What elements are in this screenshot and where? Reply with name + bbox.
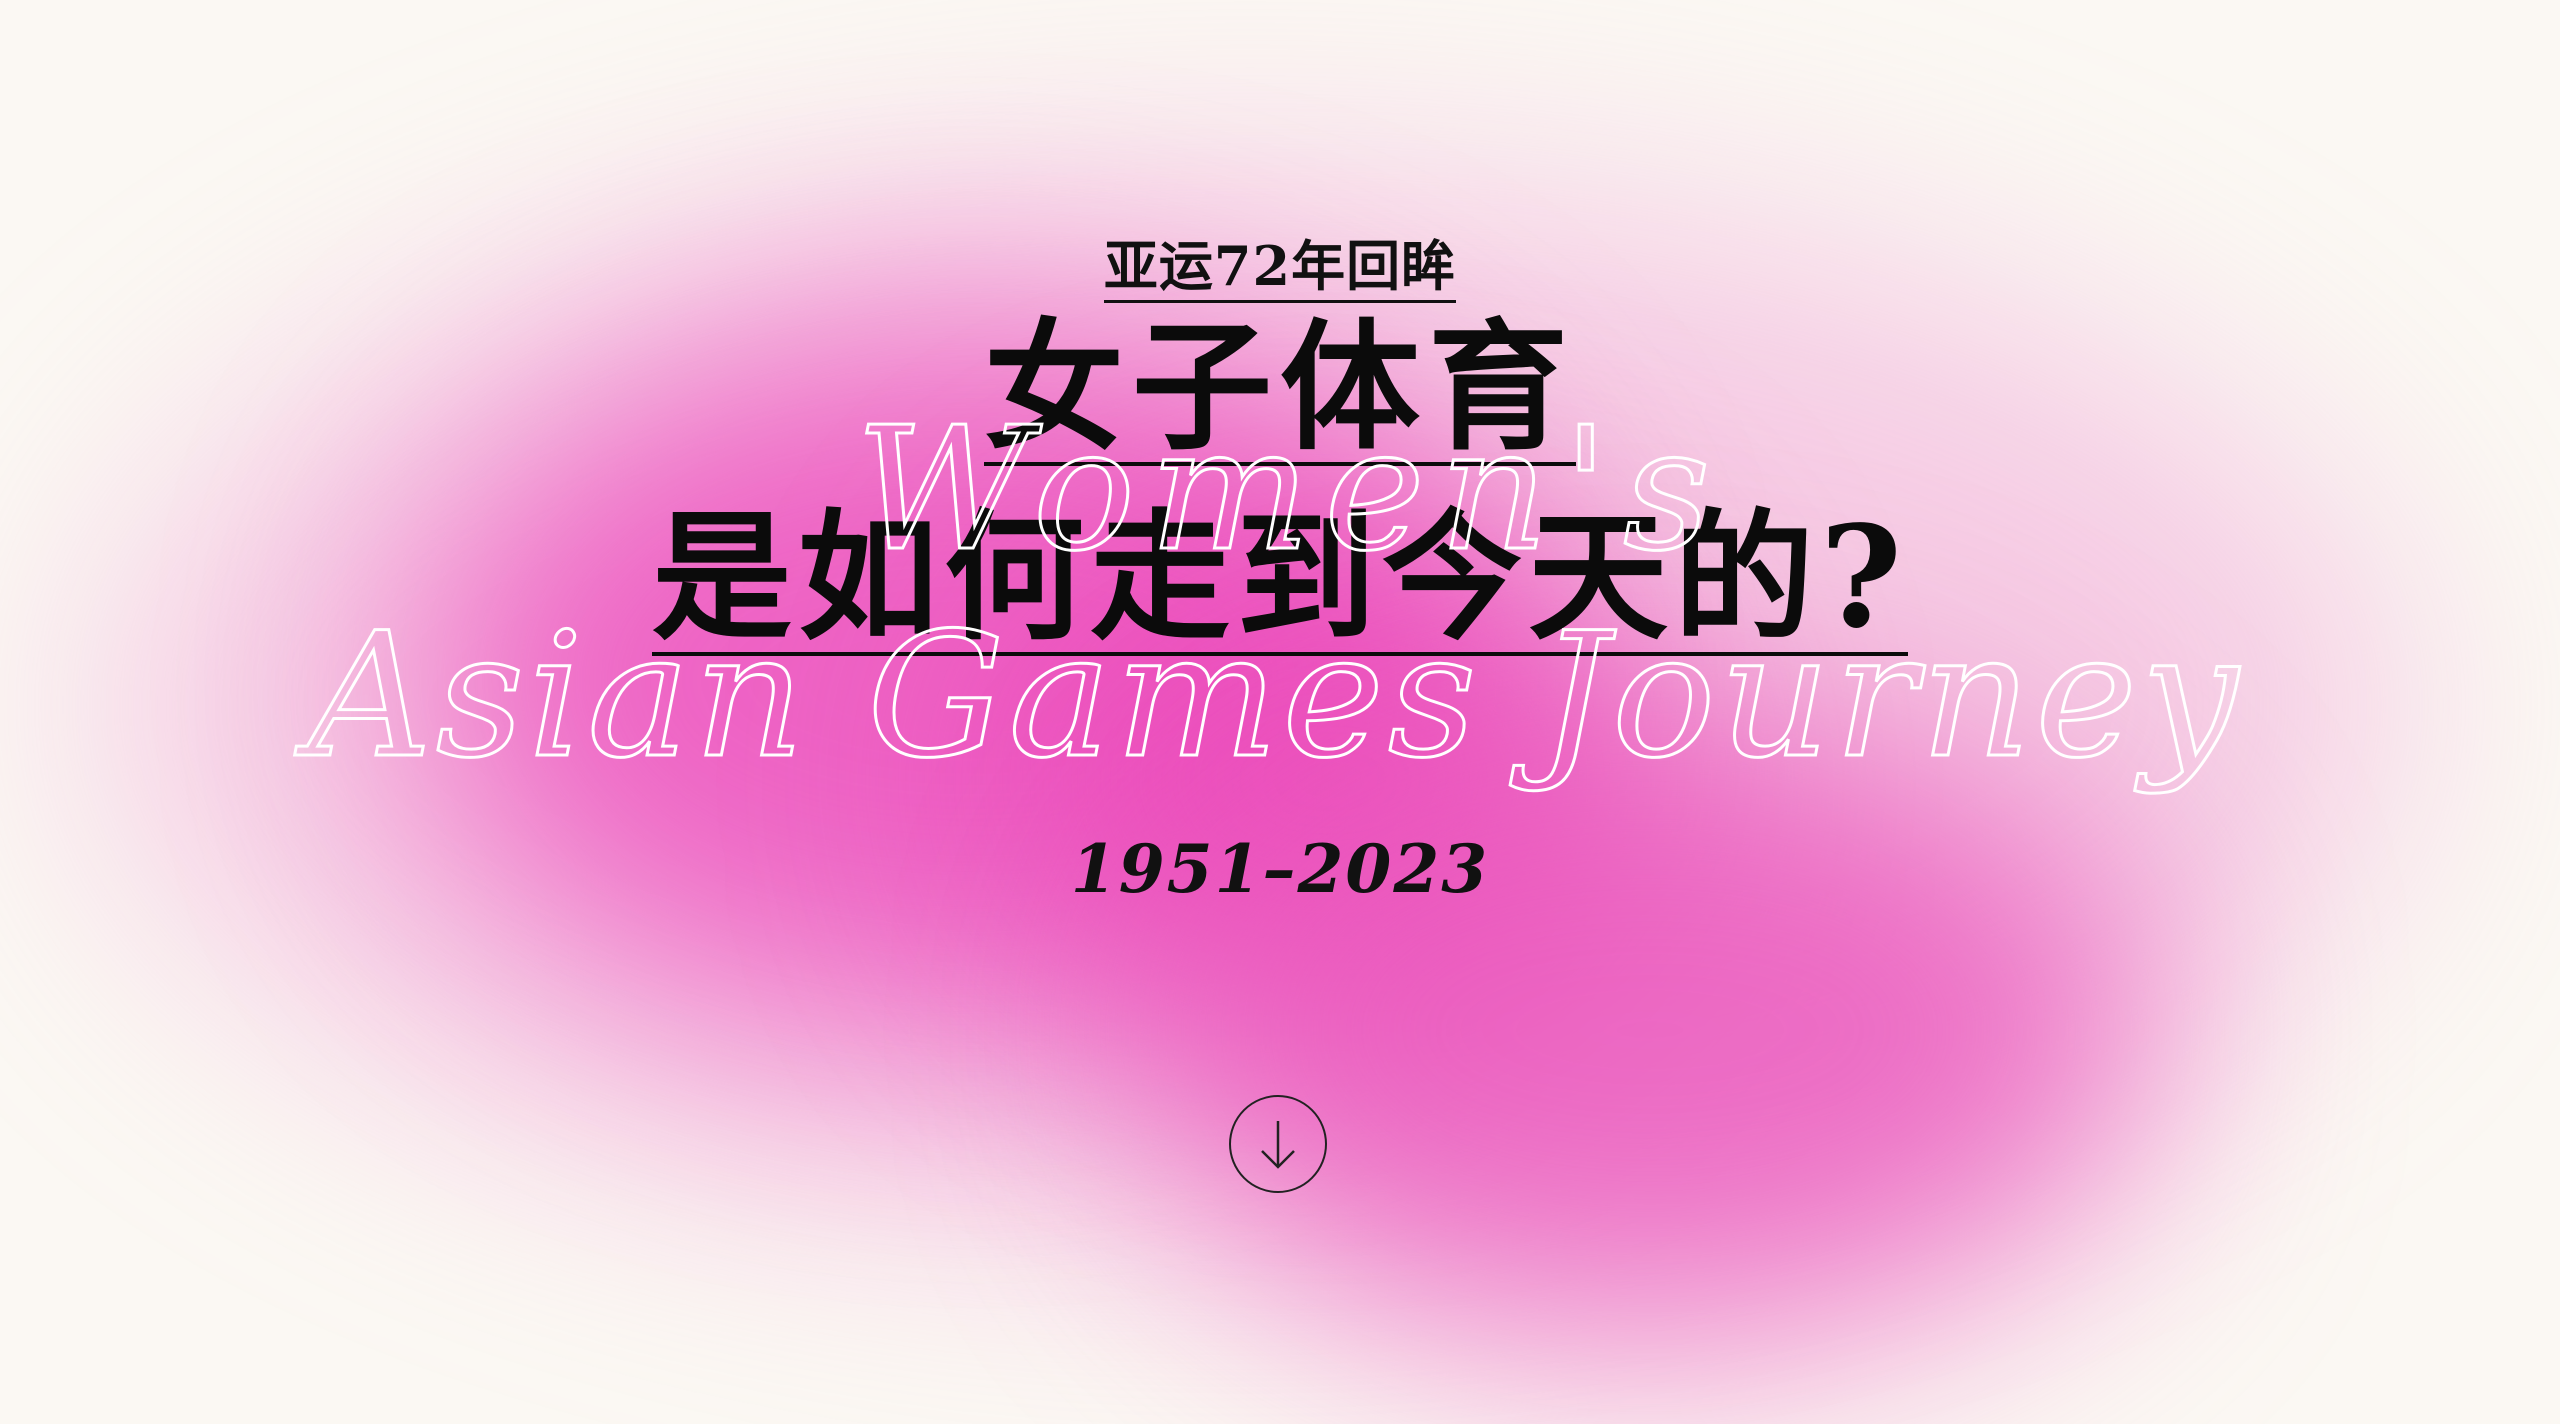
hero-title-line-2-text: 是如何走到今天的? — [651, 496, 1909, 660]
pink-blob-right — [1150, 720, 2150, 1340]
hero-subtitle: 亚运72年回眸 — [0, 222, 2560, 303]
year-range: 1951–2023 — [1070, 830, 1490, 908]
hero-title-line-1: 女子体育 — [0, 318, 2560, 466]
scroll-down-button[interactable] — [1229, 1095, 1327, 1193]
arrow-down-icon — [1261, 1121, 1295, 1169]
hero-title-line-1-text: 女子体育 — [983, 306, 1576, 470]
hero-title-line-2: 是如何走到今天的? — [0, 508, 2560, 656]
hero-subtitle-text: 亚运72年回眸 — [1103, 234, 1457, 303]
